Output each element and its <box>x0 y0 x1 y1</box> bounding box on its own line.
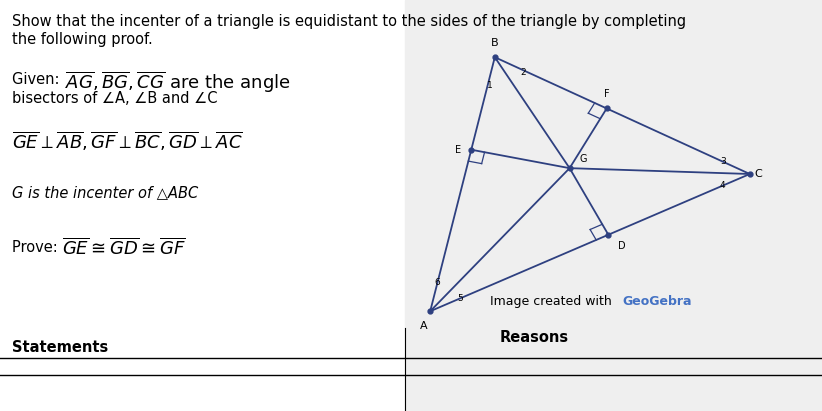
Text: C: C <box>755 169 762 179</box>
Bar <box>405 0 822 411</box>
Text: D: D <box>618 241 626 252</box>
Text: Given:: Given: <box>12 72 64 87</box>
Text: Show that the incenter of a triangle is equidistant to the sides of the triangle: Show that the incenter of a triangle is … <box>12 14 686 29</box>
Text: the following proof.: the following proof. <box>12 32 153 47</box>
Text: Reasons: Reasons <box>500 330 569 345</box>
Text: B: B <box>491 37 499 48</box>
Text: $\overline{AG},\overline{BG},\overline{CG}$ are the angle: $\overline{AG},\overline{BG},\overline{C… <box>65 70 291 95</box>
Text: 5: 5 <box>458 294 464 302</box>
Text: Prove:: Prove: <box>12 240 62 255</box>
Text: $\overline{GE}\perp\overline{AB},\overline{GF}\perp\overline{BC},\overline{GD}\p: $\overline{GE}\perp\overline{AB},\overli… <box>12 130 242 153</box>
Text: $\overline{GE}\cong\overline{GD}\cong\overline{GF}$: $\overline{GE}\cong\overline{GD}\cong\ov… <box>62 238 186 259</box>
Text: Statements: Statements <box>12 340 109 355</box>
Text: G: G <box>580 155 587 164</box>
Text: A: A <box>419 321 427 331</box>
Text: 1: 1 <box>487 81 493 90</box>
Text: bisectors of ∠A, ∠B and ∠C: bisectors of ∠A, ∠B and ∠C <box>12 91 218 106</box>
Text: Image created with: Image created with <box>490 295 616 308</box>
Text: 6: 6 <box>435 278 441 287</box>
Text: 2: 2 <box>520 67 526 76</box>
Text: E: E <box>455 145 461 155</box>
Text: F: F <box>604 89 609 99</box>
Text: 4: 4 <box>719 181 725 190</box>
Text: GeoGebra: GeoGebra <box>622 295 691 308</box>
Text: G is the incenter of △ABC: G is the incenter of △ABC <box>12 185 198 200</box>
Text: 3: 3 <box>720 157 726 166</box>
